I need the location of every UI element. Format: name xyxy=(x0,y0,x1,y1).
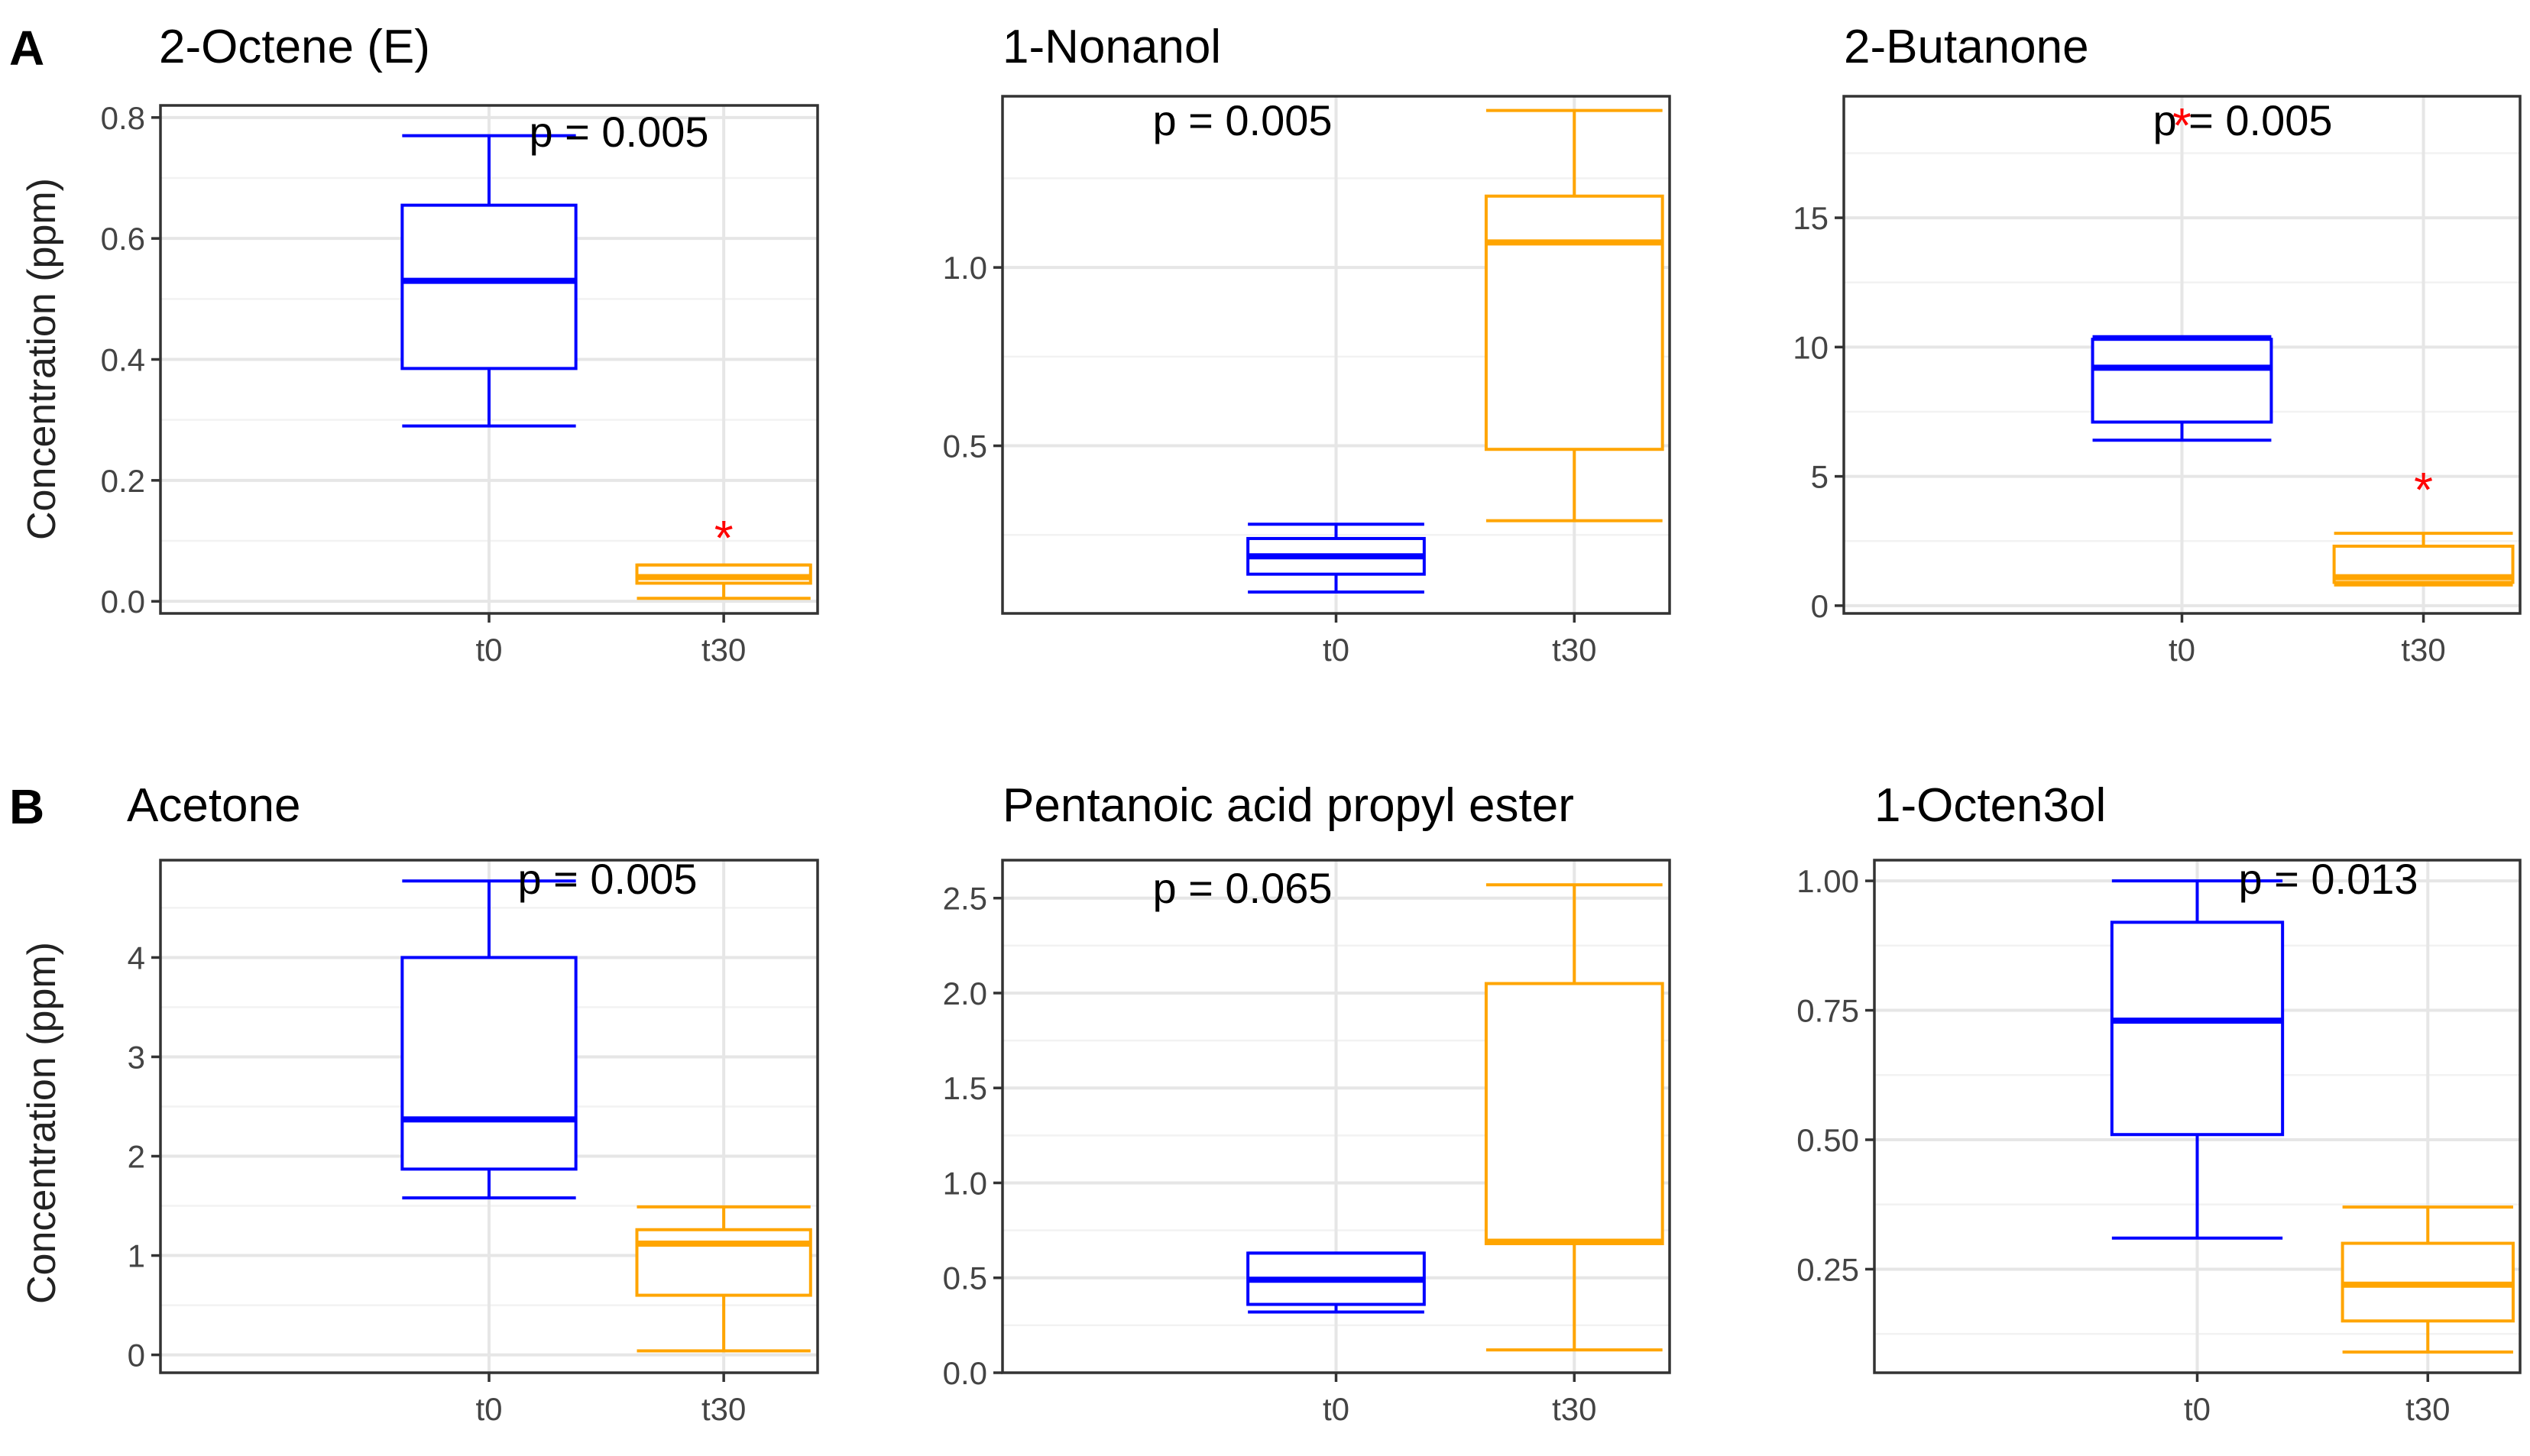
x-tick-label: t30 xyxy=(2405,1391,2450,1427)
y-tick-label: 0.50 xyxy=(1796,1122,1859,1158)
y-tick-label: 1.0 xyxy=(943,250,987,286)
y-tick-label: 1.5 xyxy=(943,1070,987,1106)
panel-5: 0.0 0.5 1.0 1.5 2.0 2.5 t0 t30 Pentanoic acid pr… xyxy=(943,779,1671,1427)
box-t0 xyxy=(400,134,578,428)
x-tick-label: t30 xyxy=(2401,632,2445,668)
y-tick-label: 2 xyxy=(128,1139,145,1175)
panel-6: 0.25 0.50 0.75 1.00 t0 t30 1-Octen3ol p = 0.013 xyxy=(1796,779,2522,1427)
p-value-label: p = 0.005 xyxy=(529,108,708,156)
y-tick-label: 0.5 xyxy=(943,429,987,464)
y-tick-label: 1 xyxy=(128,1238,145,1274)
p-value-label: p = 0.005 xyxy=(2153,96,2332,144)
y-tick-label: 0.2 xyxy=(101,463,145,499)
outlier-point: * xyxy=(2414,462,2433,517)
y-tick-label: 0.5 xyxy=(943,1260,987,1296)
box-t30 xyxy=(1484,108,1664,523)
box-t30 xyxy=(635,1205,812,1353)
x-tick-label: t0 xyxy=(2184,1391,2211,1427)
outlier-point: * xyxy=(2172,98,2191,153)
box-iqr xyxy=(2110,921,2285,1137)
panel-title: Acetone xyxy=(127,779,301,832)
p-value-label: p = 0.005 xyxy=(1152,96,1332,144)
panel-label-a: A xyxy=(9,21,44,76)
panel-title: 1-Octen3ol xyxy=(1874,779,2106,832)
y-tick-label: 0 xyxy=(1811,588,1829,624)
box-iqr xyxy=(400,956,578,1171)
y-tick-label: 4 xyxy=(128,940,145,976)
y-tick-label: 2.0 xyxy=(943,976,987,1011)
y-tick-label: 0.6 xyxy=(101,221,145,257)
y-tick-label: 0.25 xyxy=(1796,1251,1859,1287)
y-tick-label: 1.00 xyxy=(1796,863,1859,899)
box-iqr xyxy=(1484,194,1664,451)
y-tick-label: 0 xyxy=(128,1338,145,1373)
outlier-point: * xyxy=(714,510,734,565)
panel-label-b: B xyxy=(9,779,44,834)
y-axis-label-row-a: Concentration (ppm) xyxy=(20,178,64,540)
p-value-label: p = 0.005 xyxy=(517,855,697,903)
box-t0 xyxy=(2110,879,2285,1240)
panel-title: Pentanoic acid propyl ester xyxy=(1003,779,1574,832)
box-iqr xyxy=(1484,982,1664,1246)
x-tick-label: t0 xyxy=(1323,632,1349,668)
y-axis-label-row-b: Concentration (ppm) xyxy=(20,942,64,1304)
panel-3: * * 0 5 10 15 t0 t30 2-Butanone p = 0.005 xyxy=(1793,21,2522,668)
panel-2: 0.5 1.0 t0 t30 1-Nonanol p = 0.005 xyxy=(943,21,1671,668)
y-tick-label: 0.8 xyxy=(101,100,145,136)
x-tick-label: t0 xyxy=(475,1391,502,1427)
panel-title: 2-Butanone xyxy=(1844,21,2089,73)
y-tick-label: 3 xyxy=(128,1039,145,1075)
panel-1: * 0.0 0.2 0.4 0.6 0.8 t0 t30 2-Octene (E) p = 0.0… xyxy=(101,21,819,668)
box-iqr xyxy=(635,1228,812,1297)
y-tick-label: 15 xyxy=(1793,200,1829,236)
y-tick-label: 2.5 xyxy=(943,881,987,917)
x-tick-label: t0 xyxy=(2169,632,2195,668)
box-iqr xyxy=(2091,338,2273,424)
y-tick-label: 0.0 xyxy=(943,1355,987,1391)
x-tick-label: t30 xyxy=(701,1391,746,1427)
box-t0 xyxy=(1246,523,1426,594)
y-tick-label: 0.75 xyxy=(1796,993,1859,1029)
panel-title: 2-Octene (E) xyxy=(159,21,430,73)
y-tick-label: 10 xyxy=(1793,329,1829,365)
x-tick-label: t30 xyxy=(1552,1391,1596,1427)
p-value-label: p = 0.065 xyxy=(1152,864,1332,912)
y-tick-label: 0.0 xyxy=(101,584,145,620)
x-tick-label: t0 xyxy=(1323,1391,1349,1427)
box-t30: * xyxy=(635,510,812,600)
box-t0: * xyxy=(2091,98,2273,442)
box-t0 xyxy=(1246,1251,1426,1314)
p-value-label: p = 0.013 xyxy=(2238,855,2418,903)
y-tick-label: 1.0 xyxy=(943,1165,987,1201)
panel-4: 0 1 2 3 4 t0 t30 Acetone p = 0.005 xyxy=(127,779,819,1427)
box-t30 xyxy=(2340,1205,2515,1354)
box-iqr xyxy=(400,203,578,370)
box-t0 xyxy=(400,879,578,1200)
box-t30 xyxy=(1484,883,1664,1352)
x-tick-label: t30 xyxy=(701,632,746,668)
y-tick-label: 0.4 xyxy=(101,342,145,378)
box-t30: * xyxy=(2332,462,2515,587)
x-tick-label: t0 xyxy=(475,632,502,668)
x-tick-label: t30 xyxy=(1552,632,1596,668)
y-tick-label: 5 xyxy=(1811,459,1829,495)
panel-title: 1-Nonanol xyxy=(1003,21,1221,73)
